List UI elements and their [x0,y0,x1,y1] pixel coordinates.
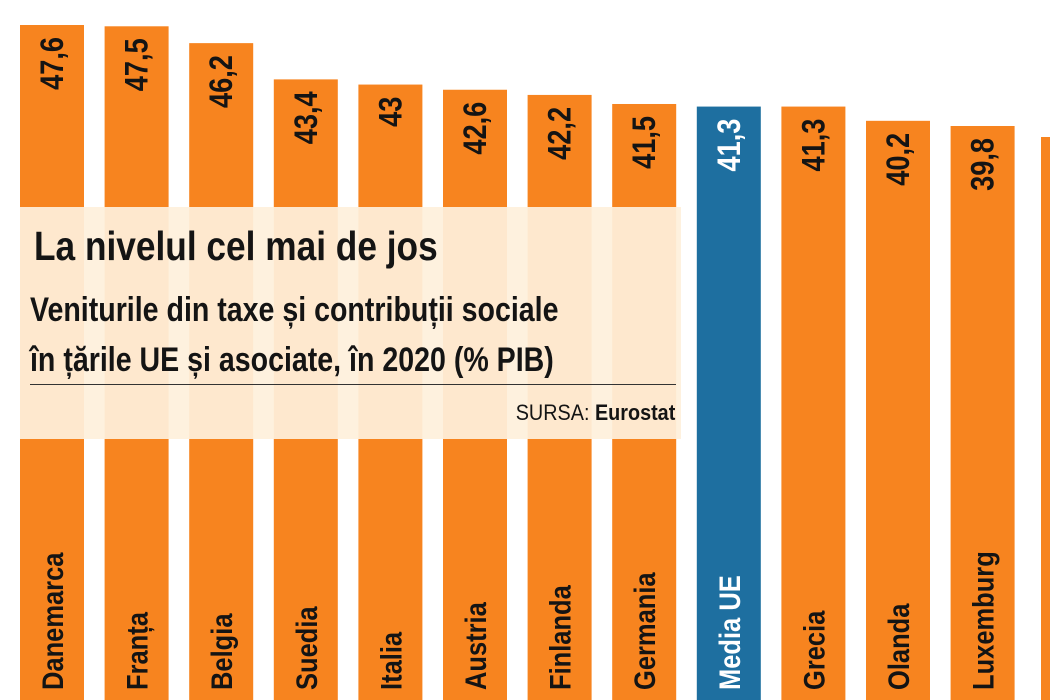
bar-partial-edge [1041,137,1050,700]
bar-value-label-9: 41,3 [712,119,748,172]
category-label-10: Grecia [797,610,830,690]
bar-value-label-8: 41,5 [627,116,663,169]
category-label-8: Germania [628,572,661,690]
source-note: SURSA: Eurostat [515,400,675,426]
category-label-7: Finlanda [544,585,577,690]
category-label-11: Olanda [882,603,915,690]
source-name: Eurostat [594,400,675,425]
bar-value-label-10: 41,3 [796,119,832,172]
bar-10 [781,106,846,700]
bar-11 [866,120,930,700]
chart-title: La nivelul cel mai de jos [34,223,438,269]
bar-12 [950,126,1015,700]
bar-value-label-6: 42,6 [458,102,494,155]
category-label-2: Franța [121,612,154,690]
bar-value-label-11: 40,2 [881,133,917,186]
bar-value-label-2: 47,5 [120,38,156,91]
title-divider [30,384,676,385]
category-label-3: Belgia [205,613,238,690]
bar-value-label-7: 42,2 [543,107,579,160]
bar-value-label-5: 43 [373,97,409,127]
category-label-9: Media UE [713,575,746,690]
chart-subtitle-line-1: Veniturile din taxe și contribuții socia… [30,291,559,329]
category-label-5: Italia [374,631,407,690]
category-label-4: Suedia [290,606,323,690]
category-label-1: Danemarca [36,552,69,690]
bar-value-label-1: 47,6 [35,37,71,90]
bar-value-label-12: 39,8 [966,138,1002,191]
category-label-12: Luxemburg [967,551,1000,690]
source-label: SURSA: [515,400,590,425]
chart-subtitle-line-2: în țările UE și asociate, în 2020 (% PIB… [30,341,554,379]
bar-9 [696,106,761,700]
bar-value-label-3: 46,2 [204,55,240,108]
title-panel: La nivelul cel mai de jos Veniturile din… [20,207,681,439]
bar-value-label-4: 43,4 [289,91,325,144]
category-label-6: Austria [459,602,492,690]
